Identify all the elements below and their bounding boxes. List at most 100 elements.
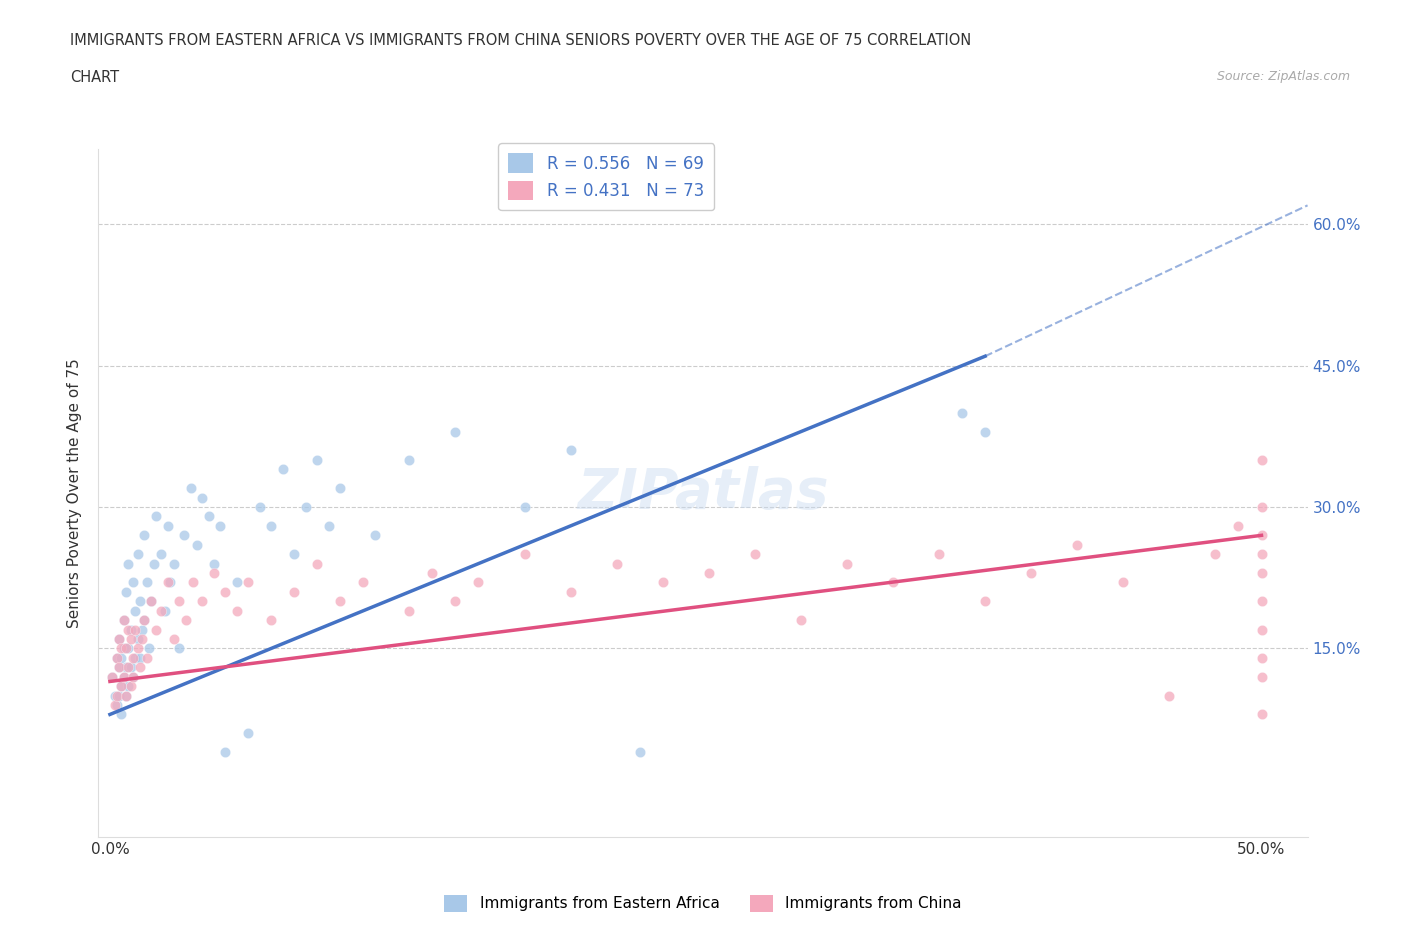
Point — [214, 584, 236, 599]
Point — [1250, 565, 1272, 580]
Point — [307, 453, 329, 468]
Point — [260, 613, 283, 628]
Point — [209, 518, 232, 533]
Point — [108, 688, 131, 703]
Point — [364, 528, 387, 543]
Point — [202, 565, 225, 580]
Point — [191, 594, 214, 609]
Point — [398, 604, 420, 618]
Point — [110, 641, 132, 656]
Point — [110, 679, 132, 694]
Point — [120, 679, 142, 694]
Point — [134, 613, 156, 628]
Point — [1019, 565, 1042, 580]
Point — [173, 528, 195, 543]
Point — [110, 707, 132, 722]
Point — [928, 547, 950, 562]
Point — [110, 650, 132, 665]
Point — [186, 538, 208, 552]
Point — [131, 622, 153, 637]
Point — [1204, 547, 1226, 562]
Point — [105, 688, 128, 703]
Point — [560, 443, 582, 458]
Point — [115, 688, 138, 703]
Point — [124, 604, 146, 618]
Point — [149, 547, 172, 562]
Point — [651, 575, 673, 590]
Legend: Immigrants from Eastern Africa, Immigrants from China: Immigrants from Eastern Africa, Immigran… — [439, 889, 967, 918]
Point — [108, 631, 131, 646]
Point — [198, 509, 221, 524]
Point — [117, 622, 139, 637]
Point — [236, 725, 259, 740]
Point — [145, 622, 167, 637]
Point — [1066, 538, 1088, 552]
Point — [117, 679, 139, 694]
Text: IMMIGRANTS FROM EASTERN AFRICA VS IMMIGRANTS FROM CHINA SENIORS POVERTY OVER THE: IMMIGRANTS FROM EASTERN AFRICA VS IMMIGR… — [70, 33, 972, 47]
Point — [122, 575, 145, 590]
Y-axis label: Seniors Poverty Over the Age of 75: Seniors Poverty Over the Age of 75 — [67, 358, 83, 628]
Point — [128, 594, 150, 609]
Point — [1112, 575, 1135, 590]
Point — [307, 556, 329, 571]
Point — [444, 594, 467, 609]
Point — [156, 518, 179, 533]
Point — [115, 660, 138, 675]
Point — [127, 631, 149, 646]
Point — [117, 641, 139, 656]
Point — [145, 509, 167, 524]
Point — [120, 660, 142, 675]
Point — [202, 556, 225, 571]
Point — [352, 575, 374, 590]
Point — [260, 518, 283, 533]
Point — [225, 604, 247, 618]
Point — [181, 575, 204, 590]
Point — [159, 575, 181, 590]
Point — [444, 424, 467, 439]
Point — [1250, 499, 1272, 514]
Point — [105, 698, 128, 712]
Point — [124, 622, 146, 637]
Point — [249, 499, 271, 514]
Point — [103, 688, 125, 703]
Point — [155, 604, 177, 618]
Point — [974, 594, 997, 609]
Point — [398, 453, 420, 468]
Point — [790, 613, 813, 628]
Point — [1159, 688, 1181, 703]
Point — [122, 670, 145, 684]
Point — [1227, 518, 1250, 533]
Point — [141, 594, 163, 609]
Point — [127, 641, 149, 656]
Point — [112, 641, 135, 656]
Point — [115, 688, 138, 703]
Point — [141, 594, 163, 609]
Point — [950, 405, 973, 420]
Point — [225, 575, 247, 590]
Point — [422, 565, 444, 580]
Point — [120, 622, 142, 637]
Point — [115, 641, 138, 656]
Point — [156, 575, 179, 590]
Point — [124, 650, 146, 665]
Point — [283, 584, 305, 599]
Point — [103, 698, 125, 712]
Point — [131, 631, 153, 646]
Point — [513, 547, 536, 562]
Point — [628, 745, 651, 760]
Point — [180, 481, 202, 496]
Point — [1250, 453, 1272, 468]
Point — [163, 556, 186, 571]
Point — [606, 556, 628, 571]
Point — [174, 613, 197, 628]
Point — [167, 594, 190, 609]
Point — [744, 547, 766, 562]
Point — [134, 528, 156, 543]
Point — [127, 547, 149, 562]
Point — [115, 584, 138, 599]
Point — [974, 424, 997, 439]
Point — [1250, 707, 1272, 722]
Point — [112, 670, 135, 684]
Point — [1250, 528, 1272, 543]
Point — [214, 745, 236, 760]
